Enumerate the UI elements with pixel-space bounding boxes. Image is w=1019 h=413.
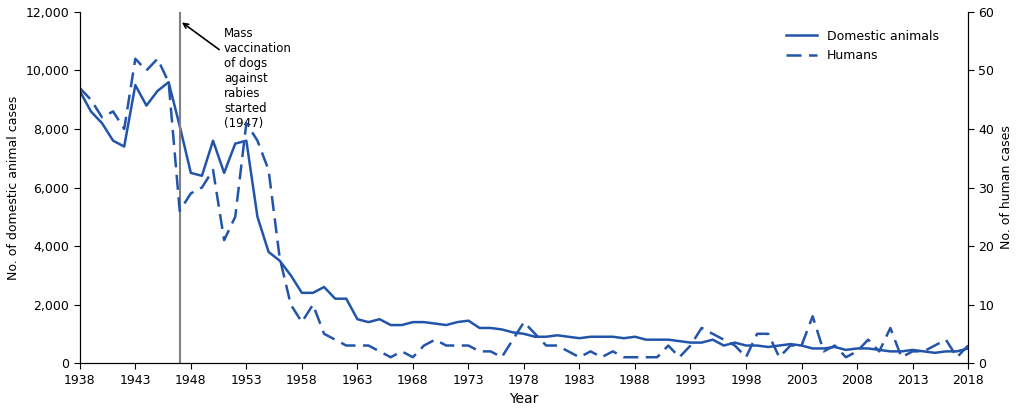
Humans [861,337,873,342]
Domestic animals [573,336,585,341]
Legend: Domestic animals, Humans: Domestic animals, Humans [781,25,944,67]
Domestic animals [739,343,751,348]
Domestic animals [927,350,940,355]
Domestic animals [73,88,86,93]
X-axis label: Year: Year [508,392,538,406]
Line: Humans: Humans [79,59,967,357]
Domestic animals [850,346,862,351]
Humans [961,343,973,348]
Humans [584,349,596,354]
Humans [650,355,662,360]
Humans [750,331,762,336]
Domestic animals [883,349,896,354]
Humans [129,56,142,61]
Y-axis label: No. of human cases: No. of human cases [999,126,1012,249]
Domestic animals [961,346,973,351]
Humans [73,85,86,90]
Domestic animals [162,80,174,85]
Y-axis label: No. of domestic animal cases: No. of domestic animal cases [7,95,20,280]
Humans [817,349,829,354]
Humans [384,355,396,360]
Humans [895,355,907,360]
Line: Domestic animals: Domestic animals [79,82,967,353]
Text: Mass
vaccination
of dogs
against
rabies
started
(1947): Mass vaccination of dogs against rabies … [183,24,291,130]
Domestic animals [806,346,818,351]
Domestic animals [639,337,651,342]
